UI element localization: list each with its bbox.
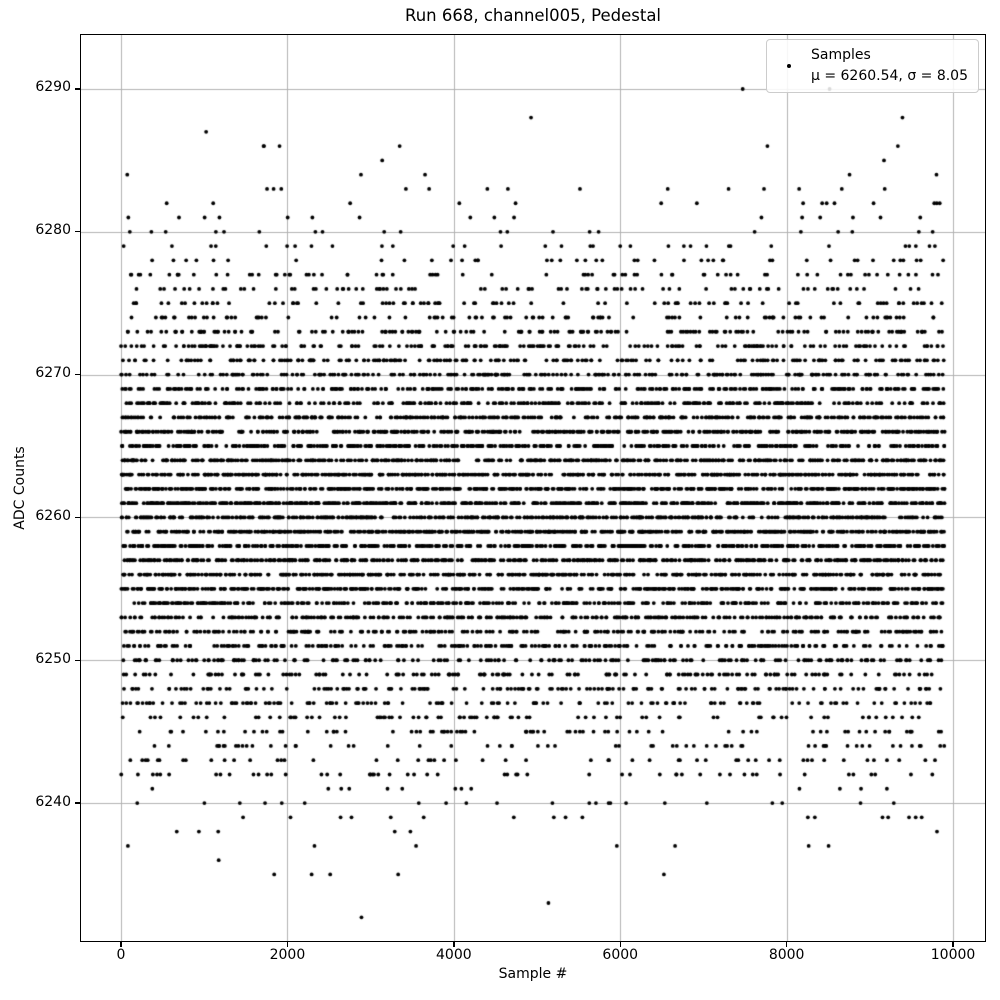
y-tick-label: 6290 bbox=[35, 79, 71, 96]
y-tick-mark bbox=[75, 659, 81, 661]
y-tick-mark bbox=[75, 802, 81, 804]
legend-marker-dot-icon bbox=[786, 63, 792, 69]
scatter-canvas bbox=[81, 35, 985, 941]
x-tick-label: 6000 bbox=[602, 947, 639, 963]
x-tick-label: 10000 bbox=[930, 947, 976, 963]
x-tick-label: 8000 bbox=[768, 947, 805, 963]
x-tick-mark bbox=[952, 941, 954, 947]
plot-area: Samples μ = 6260.54, σ = 8.05 bbox=[80, 34, 986, 942]
chart-title: Run 668, channel005, Pedestal bbox=[404, 6, 662, 25]
y-tick-label: 6240 bbox=[35, 793, 71, 810]
x-tick-label: 0 bbox=[116, 947, 126, 963]
x-axis-label: Sample # bbox=[498, 966, 568, 982]
legend-series-label: Samples bbox=[810, 47, 871, 63]
y-tick-label: 6270 bbox=[35, 365, 71, 382]
x-tick-mark bbox=[453, 941, 455, 947]
x-tick-mark bbox=[619, 941, 621, 947]
y-tick-label: 6280 bbox=[35, 222, 71, 239]
y-tick-label: 6250 bbox=[35, 650, 71, 667]
x-tick-mark bbox=[120, 941, 122, 947]
y-tick-mark bbox=[75, 88, 81, 90]
legend-stats-label: μ = 6260.54, σ = 8.05 bbox=[810, 68, 968, 84]
x-tick-label: 4000 bbox=[436, 947, 472, 963]
y-tick-mark bbox=[75, 231, 81, 233]
legend-handle bbox=[776, 63, 802, 69]
x-tick-mark bbox=[785, 941, 788, 947]
x-tick-mark bbox=[286, 941, 289, 947]
legend-text: Samples μ = 6260.54, σ = 8.05 bbox=[811, 45, 968, 87]
y-tick-mark bbox=[75, 373, 81, 376]
y-tick-label: 6260 bbox=[35, 507, 71, 524]
y-tick-mark bbox=[75, 516, 81, 519]
x-tick-label: 2000 bbox=[269, 947, 306, 963]
legend: Samples μ = 6260.54, σ = 8.05 bbox=[765, 39, 979, 93]
